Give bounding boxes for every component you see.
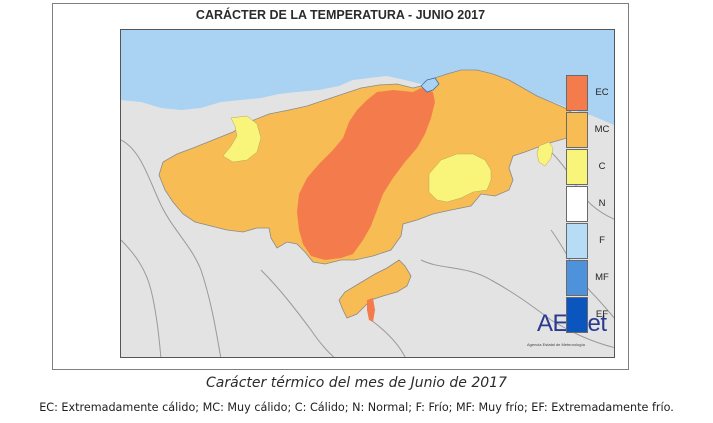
region-c-coast	[536, 141, 554, 167]
legend-item-mf: MF	[566, 260, 630, 297]
legend-label: MC	[594, 124, 610, 135]
map-title: CARÁCTER DE LA TEMPERATURA - JUNIO 2017	[195, 8, 486, 22]
legend-label: C	[598, 161, 606, 172]
legend-label: F	[599, 235, 605, 246]
caption: Carácter térmico del mes de Junio de 201…	[206, 375, 507, 391]
legend-label: EF	[595, 309, 609, 320]
logo-subtext: Agencia Estatal de Meteorología	[527, 342, 585, 347]
region-c-west	[222, 115, 262, 163]
region-c-east	[428, 153, 492, 203]
legend-swatch	[566, 149, 588, 185]
cantabria-map	[121, 30, 614, 357]
legend-item-n: N	[566, 186, 630, 223]
footnote: EC: Extremadamente cálido; MC: Muy cálid…	[39, 401, 674, 414]
legend-item-ec: EC	[566, 75, 630, 112]
legend-swatch	[566, 186, 588, 222]
region-ec-south	[367, 298, 375, 322]
bay	[420, 77, 440, 93]
legend-item-f: F	[566, 223, 630, 260]
region-ec	[297, 88, 435, 260]
legend-swatch	[566, 223, 588, 259]
legend-item-c: C	[566, 149, 630, 186]
legend-swatch	[566, 112, 588, 148]
legend-swatch	[566, 297, 588, 333]
legend: EC MC C N F MF EF	[566, 75, 630, 338]
legend-label: EC	[595, 87, 609, 98]
legend-label: N	[598, 198, 606, 209]
legend-label: MF	[595, 272, 609, 283]
legend-swatch	[566, 260, 588, 296]
legend-swatch	[566, 75, 588, 111]
map-area	[120, 29, 615, 358]
legend-item-mc: MC	[566, 112, 630, 149]
legend-item-ef: EF	[566, 297, 630, 334]
sea	[121, 30, 614, 126]
figure-frame: CARÁCTER DE LA TEMPERATURA - JUNIO 2017	[52, 3, 629, 370]
